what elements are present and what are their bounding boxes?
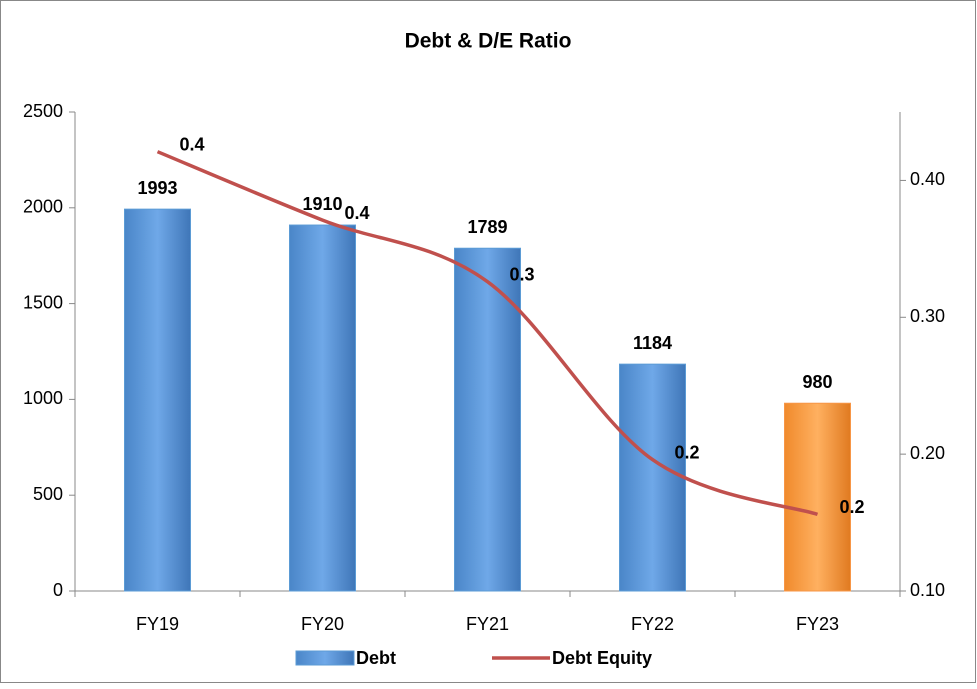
x-tick-label: FY23 — [796, 614, 839, 634]
y-tick-label: 0 — [53, 580, 63, 600]
line-label: 0.2 — [675, 442, 700, 462]
legend-label: Debt — [356, 648, 396, 668]
bar-label: 1789 — [467, 217, 507, 237]
bar-label: 980 — [802, 372, 832, 392]
y-tick-label: 1000 — [23, 388, 63, 408]
y-tick-label: 2500 — [23, 101, 63, 121]
bar-label: 1993 — [137, 178, 177, 198]
y2-tick-label: 0.40 — [910, 169, 945, 189]
x-tick-label: FY22 — [631, 614, 674, 634]
x-tick-label: FY21 — [466, 614, 509, 634]
line-label: 0.4 — [345, 203, 370, 223]
line-label: 0.2 — [840, 497, 865, 517]
y-tick-label: 2000 — [23, 197, 63, 217]
line — [156, 150, 819, 517]
bar — [619, 363, 686, 592]
y-tick-label: 500 — [33, 484, 63, 504]
y2-tick-label: 0.20 — [910, 443, 945, 463]
bar — [289, 224, 356, 592]
y-tick-label: 1500 — [23, 292, 63, 312]
bar-label: 1910 — [302, 194, 342, 214]
x-tick-label: FY19 — [136, 614, 179, 634]
line-label: 0.4 — [180, 134, 205, 154]
bar — [784, 402, 851, 592]
legend-swatch — [295, 650, 355, 666]
legend-label: Debt Equity — [552, 648, 652, 668]
y2-tick-label: 0.10 — [910, 580, 945, 600]
line-label: 0.3 — [510, 264, 535, 284]
x-tick-label: FY20 — [301, 614, 344, 634]
bar — [124, 208, 191, 592]
bar-label: 1184 — [633, 333, 672, 353]
y2-tick-label: 0.30 — [910, 306, 945, 326]
bar — [454, 247, 521, 592]
chart-title: Debt & D/E Ratio — [405, 30, 572, 53]
